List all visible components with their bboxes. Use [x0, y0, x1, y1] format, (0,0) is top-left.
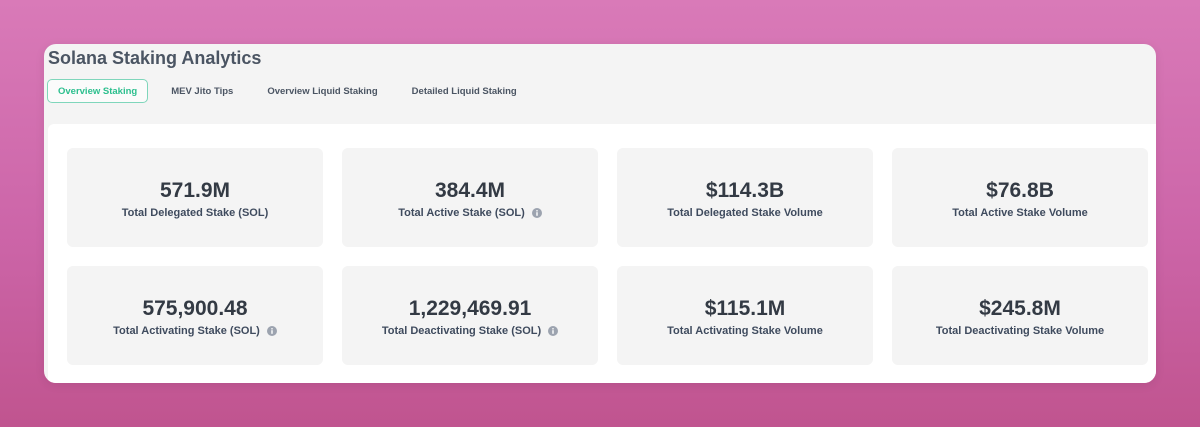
stat-label: Total Delegated Stake (SOL) — [121, 206, 269, 219]
stat-label: Total Activating Stake Volume — [667, 324, 823, 337]
stat-label: Total Active Stake (SOL) — [398, 206, 525, 219]
stat-card-total-delegated-stake-volume: $114.3B Total Delegated Stake Volume — [617, 148, 873, 247]
info-icon[interactable] — [531, 207, 542, 218]
stat-label: Total Activating Stake (SOL) — [113, 324, 260, 337]
stat-label: Total Deactivating Stake (SOL) — [381, 324, 542, 337]
content-panel: 571.9M Total Delegated Stake (SOL) 384.4… — [48, 124, 1156, 383]
tab-detailed-liquid-staking[interactable]: Detailed Liquid Staking — [411, 85, 517, 97]
stat-label-row: Total Activating Stake Volume — [667, 324, 823, 338]
stat-label: Total Deactivating Stake Volume — [935, 324, 1105, 337]
stat-label: Total Delegated Stake Volume — [667, 206, 823, 219]
tab-overview-liquid-staking[interactable]: Overview Liquid Staking — [267, 85, 378, 97]
stat-card-total-delegated-stake: 571.9M Total Delegated Stake (SOL) — [67, 148, 323, 247]
info-icon[interactable] — [266, 325, 277, 336]
stat-value: 384.4M — [434, 178, 506, 202]
stat-card-total-active-stake: 384.4M Total Active Stake (SOL) — [342, 148, 598, 247]
info-icon[interactable] — [548, 325, 559, 336]
stat-value: 575,900.48 — [142, 296, 248, 320]
stat-label-row: Total Delegated Stake (SOL) — [122, 206, 269, 220]
stat-card-total-deactivating-stake-volume: $245.8M Total Deactivating Stake Volume — [892, 266, 1148, 365]
stat-label-row: Total Deactivating Stake (SOL) — [381, 324, 559, 338]
stat-label-row: Total Active Stake (SOL) — [398, 206, 542, 220]
stat-card-total-deactivating-stake: 1,229,469.91 Total Deactivating Stake (S… — [342, 266, 598, 365]
stat-value: $76.8B — [986, 178, 1054, 202]
tab-overview-staking[interactable]: Overview Staking — [47, 79, 149, 103]
stat-value: $115.1M — [704, 296, 786, 320]
stat-label-row: Total Active Stake Volume — [952, 206, 1088, 220]
app-window: Solana Staking Analytics Overview Stakin… — [44, 44, 1156, 383]
stat-value: $114.3B — [705, 178, 785, 202]
stat-card-total-activating-stake: 575,900.48 Total Activating Stake (SOL) — [67, 266, 323, 365]
stat-card-total-active-stake-volume: $76.8B Total Active Stake Volume — [892, 148, 1148, 247]
stat-value: 1,229,469.91 — [408, 296, 532, 320]
stat-value: $245.8M — [979, 296, 1061, 320]
stats-grid: 571.9M Total Delegated Stake (SOL) 384.4… — [67, 148, 1148, 365]
stat-card-total-activating-stake-volume: $115.1M Total Activating Stake Volume — [617, 266, 873, 365]
stat-label-row: Total Deactivating Stake Volume — [936, 324, 1104, 338]
stat-label-row: Total Activating Stake (SOL) — [113, 324, 277, 338]
stat-value: 571.9M — [159, 178, 231, 202]
tab-bar: Overview Staking MEV Jito Tips Overview … — [47, 79, 540, 103]
stat-label: Total Active Stake Volume — [952, 206, 1088, 219]
app-title: Solana Staking Analytics — [48, 48, 262, 68]
stat-label-row: Total Delegated Stake Volume — [667, 206, 822, 220]
tab-mev-jito-tips[interactable]: MEV Jito Tips — [171, 85, 234, 97]
